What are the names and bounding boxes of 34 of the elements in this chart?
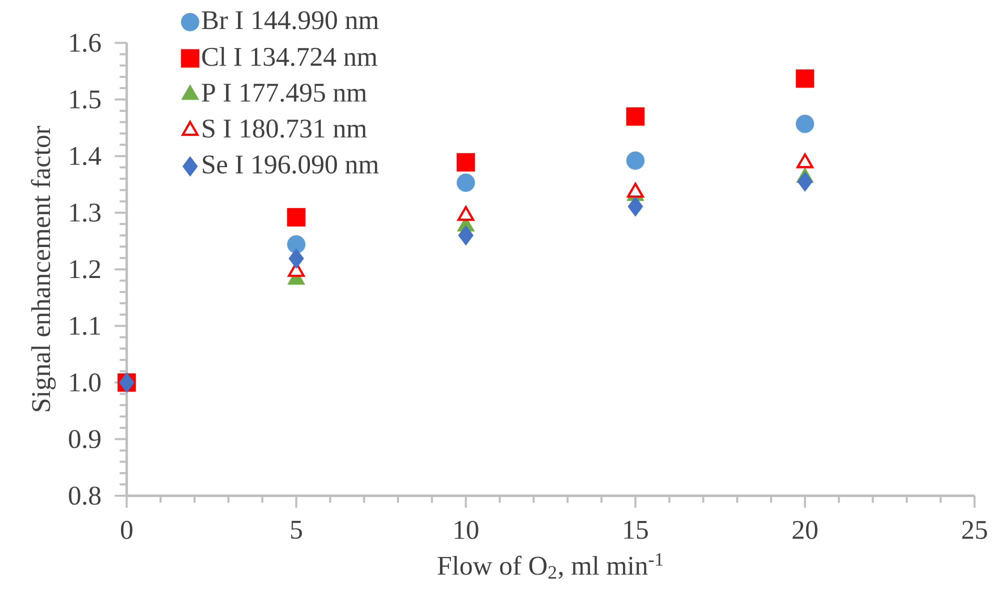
point: [287, 208, 306, 226]
legend-label: P I 177.495 nm: [202, 83, 367, 102]
y-tick-label: 1.2: [70, 260, 100, 278]
x-tick-label: 10: [454, 520, 478, 539]
y-tick-label: 1.3: [70, 203, 101, 222]
y-tick-label: 1.4: [70, 146, 102, 165]
y-tick-label: 1.6: [70, 34, 101, 52]
point: [626, 107, 645, 126]
point: [628, 196, 644, 216]
legend-label: Br I 144.990 nm: [202, 10, 379, 30]
x-tick-label: 20: [792, 520, 818, 539]
point: [287, 235, 306, 254]
point: [796, 69, 814, 88]
point: [456, 152, 476, 172]
y-tick-label: 1.5: [70, 90, 101, 108]
point: [456, 173, 476, 192]
y-tick-label: 1.0: [70, 373, 101, 392]
x-tick-label: 5: [291, 520, 302, 539]
y-tick-label: 0.8: [68, 486, 101, 505]
x-tick-label: 15: [624, 520, 648, 539]
y-axis-title: Signal enhancement factor: [30, 126, 56, 411]
legend-label: Cl I 134.724 nm: [202, 46, 378, 66]
point: [626, 151, 645, 170]
point: [796, 114, 814, 133]
legend-label: Se I 196.090 nm: [202, 155, 379, 174]
x-axis-title: Flow of O$_{2}$, ml min$^{-1}$: [438, 552, 663, 579]
point: [288, 248, 304, 268]
point: [458, 224, 474, 246]
point: [797, 171, 813, 192]
legend-label: S I 180.731 nm: [202, 119, 367, 138]
y-tick-label: 1.1: [70, 316, 100, 335]
x-tick-label: 25: [962, 520, 987, 539]
y-tick-label: 0.9: [68, 430, 100, 448]
x-tick-label: 0: [120, 520, 132, 539]
